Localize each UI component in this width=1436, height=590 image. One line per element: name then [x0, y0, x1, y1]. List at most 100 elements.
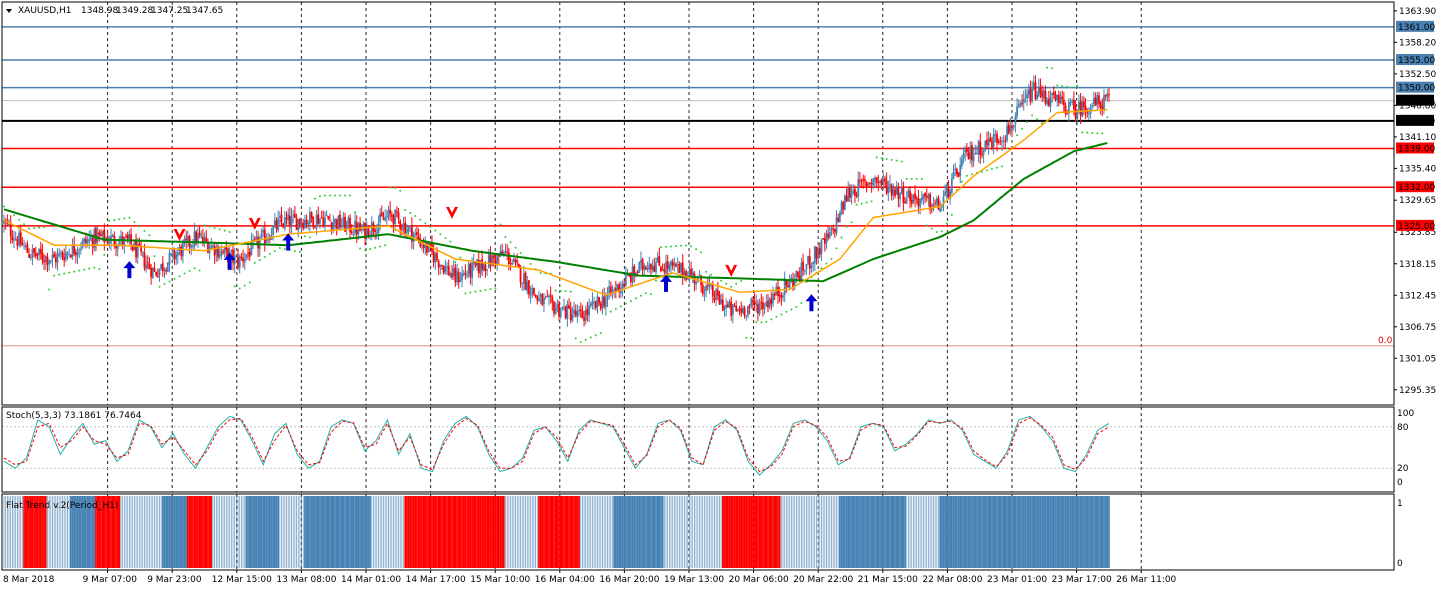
candle-body — [638, 262, 641, 273]
psar-dot — [629, 300, 632, 303]
candle-body — [813, 246, 816, 264]
y-tick-label: 1352.50 — [1399, 70, 1436, 80]
psar-dot — [404, 209, 407, 212]
candle-body — [857, 179, 860, 197]
psar-dot — [935, 230, 938, 233]
candle-body — [260, 233, 263, 239]
psar-dot — [499, 223, 502, 226]
candle-body — [86, 240, 89, 244]
candle-body — [69, 255, 72, 258]
candle-body — [1001, 141, 1003, 143]
psar-dot — [820, 267, 823, 270]
candle-body — [1072, 99, 1075, 109]
pane-frame — [1, 406, 1395, 493]
psar-dot — [153, 255, 156, 258]
candle-body — [93, 229, 96, 249]
candle-body — [782, 295, 784, 298]
level-badge-label: 1355.00 — [1398, 56, 1435, 66]
candle-body — [785, 279, 788, 286]
candle-body — [457, 272, 460, 283]
dropdown-triangle-icon[interactable] — [6, 9, 12, 13]
psar-dot — [569, 290, 572, 293]
psar-dot — [800, 302, 803, 305]
psar-dot — [680, 244, 683, 247]
psar-dot — [83, 268, 86, 271]
candle-body — [63, 257, 66, 261]
candle-body — [526, 281, 529, 292]
candle-body — [670, 261, 672, 265]
candle-body — [310, 212, 313, 219]
candle-body — [788, 278, 791, 288]
candle-body — [685, 270, 687, 280]
x-tick-label: 23 Mar 17:00 — [1052, 575, 1112, 585]
flat-trend-pane — [3, 496, 1110, 568]
candle-body — [1106, 93, 1109, 98]
candle-body — [345, 222, 348, 231]
candle-body — [160, 263, 163, 270]
candle-body — [150, 267, 153, 278]
candle-body — [447, 265, 450, 276]
candle-body — [349, 217, 351, 233]
candle-body — [489, 254, 492, 266]
y-tick-label: 1358.20 — [1399, 38, 1436, 48]
candle-body — [706, 285, 709, 287]
psar-dot — [1101, 132, 1104, 135]
candle-body — [1054, 94, 1057, 101]
price-pane[interactable] — [3, 66, 1110, 343]
candle-body — [1032, 82, 1035, 90]
candle-body — [528, 280, 530, 295]
candle-body — [1098, 95, 1100, 104]
candle-body — [1022, 99, 1025, 104]
psar-dot — [298, 250, 301, 253]
sell-arrow-icon — [248, 217, 261, 230]
candle-body — [472, 261, 475, 264]
psar-dot — [1066, 85, 1069, 88]
pane-frame — [1, 493, 1395, 571]
psar-dot — [850, 221, 853, 224]
candle-body — [442, 265, 445, 274]
candle-body — [441, 264, 443, 266]
candle-body — [955, 169, 958, 175]
candle-body — [479, 260, 482, 274]
candle-body — [16, 239, 19, 246]
candle-body — [288, 215, 291, 227]
candle-body — [243, 258, 246, 263]
candle-body — [238, 256, 241, 269]
psar-dot — [313, 197, 316, 200]
level-badge — [1396, 181, 1434, 193]
candle-body — [915, 198, 918, 200]
psar-dot — [860, 202, 863, 205]
candle-body — [367, 227, 370, 237]
candle-body — [392, 215, 395, 225]
y-tick-label: 1301.05 — [1399, 354, 1436, 364]
candle-body — [651, 266, 654, 270]
psar-dot — [870, 200, 873, 203]
candle-body — [61, 252, 64, 258]
psar-dot — [369, 248, 372, 251]
psar-dot — [168, 280, 171, 283]
psar-dot — [579, 340, 582, 343]
candle-body — [28, 254, 30, 258]
candle-body — [726, 304, 729, 308]
psar-dot — [519, 252, 522, 255]
candle-body — [476, 259, 478, 267]
candle-body — [991, 141, 993, 149]
candle-body — [655, 262, 657, 273]
psar-dot — [143, 229, 146, 232]
candle-body — [437, 261, 440, 268]
psar-dot — [594, 334, 597, 337]
candle-body — [1074, 107, 1077, 118]
candle-body — [723, 306, 726, 310]
candle-body — [703, 292, 706, 294]
psar-dot — [33, 227, 36, 230]
candle-body — [745, 315, 748, 317]
psar-dot — [735, 282, 738, 285]
psar-dot — [198, 269, 201, 272]
candle-body — [138, 243, 141, 247]
psar-dot — [1096, 132, 1099, 135]
candle-body — [212, 245, 214, 247]
candle-body — [394, 209, 397, 224]
candle-body — [64, 252, 67, 260]
psar-dot — [875, 156, 878, 159]
candle-body — [661, 269, 664, 271]
